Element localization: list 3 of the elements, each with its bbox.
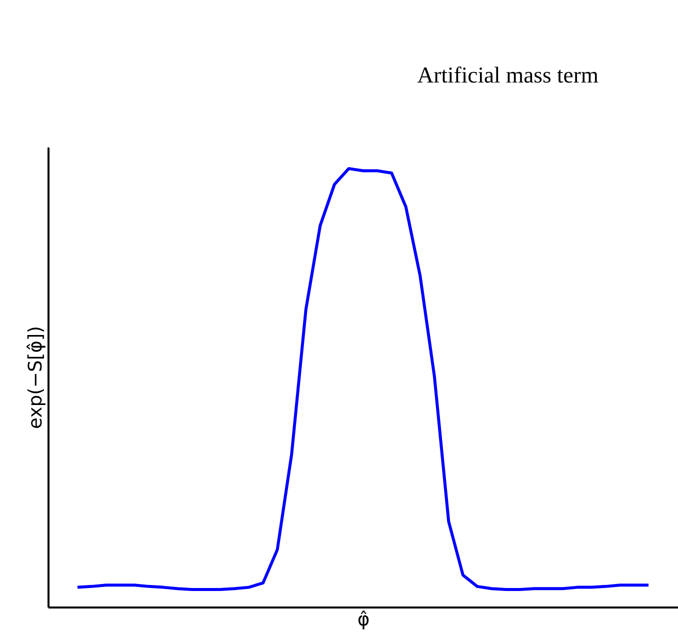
x-axis-title: φ̂ [357, 610, 370, 630]
chart-title: Artificial mass term [417, 62, 599, 88]
y-axis-title: exp(−S[φ̂]) [26, 326, 46, 429]
